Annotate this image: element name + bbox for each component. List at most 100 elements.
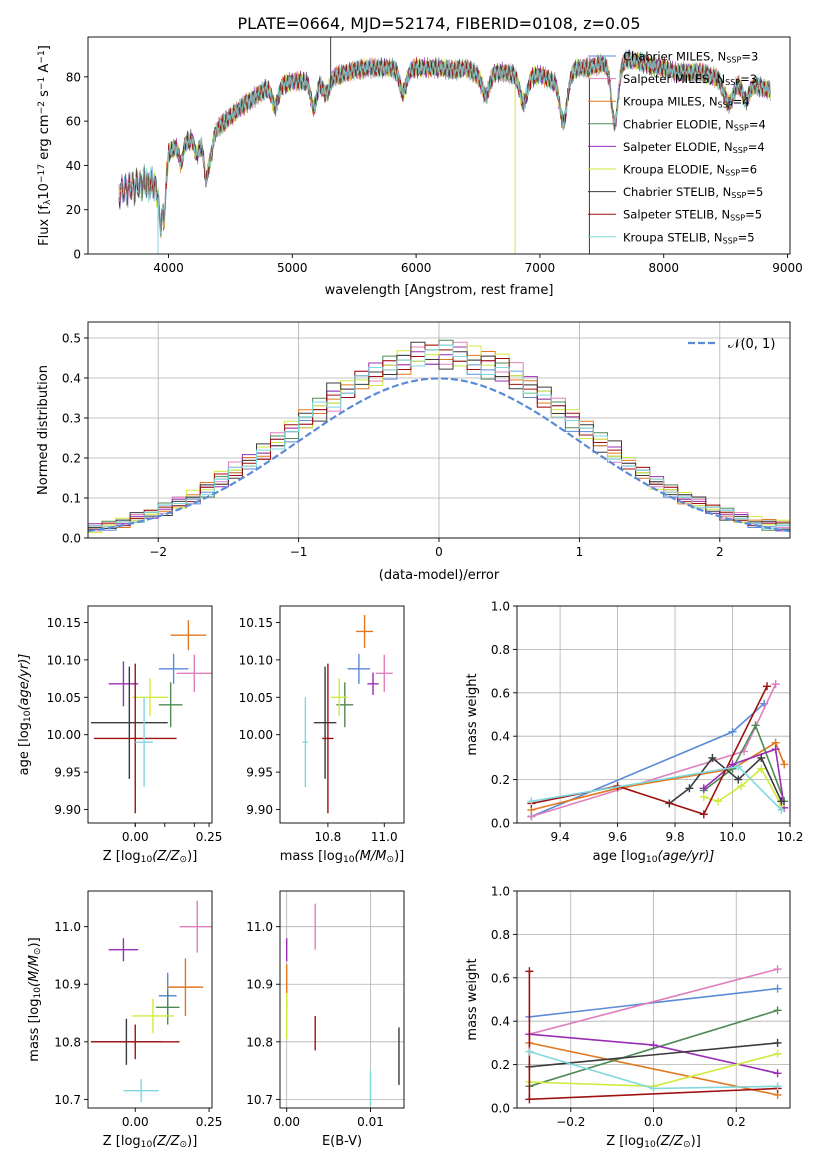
y-tick-label: 80 [66,70,81,84]
weight-marker [649,1084,658,1093]
y-tick-label: 10.05 [47,691,81,705]
label-part: 10 [141,1140,153,1150]
label-part: SSP [725,78,740,87]
label-part: )] [691,1134,701,1149]
weight-marker [773,1049,782,1058]
residuals-y-label: Normed distribution [36,365,51,495]
weight-series [529,1042,778,1068]
weight-marker [714,797,723,806]
weight-marker [751,721,760,730]
label-part: Z [log [606,1134,644,1149]
label-part: Salpeter ELODIE, N [623,140,733,154]
label-part: (age/yr)] [17,654,32,711]
label-part: 10 [141,855,153,865]
x-tick-label: 11.0 [371,830,398,844]
label-part: (Z/Z [152,1134,180,1149]
label-part: )] [27,937,42,947]
y-tick-label: 0.8 [491,928,510,942]
label-part: =4 [748,140,765,154]
normal-curve [88,377,790,533]
weight-marker [763,682,772,691]
weight-marker [757,764,766,773]
legend-entry: Salpeter STELIB, NSSP=5 [623,208,762,223]
weight-vs-Z-axes-y-label: mass weight [465,958,480,1040]
axes-decoration: 10.8 11.0 9.90 9.95 10.00 10.05 10.10 10.15 mass… [239,605,405,865]
weight-vs-age-axes: 9.4 9.6 9.8 10.0 10.2 0.0 0.2 0.4 0.6 0.8 1.0 age [… [465,600,803,866]
label-part: )] [187,1134,197,1149]
label-part: 10 [343,855,355,865]
weight-marker [773,984,782,993]
axes-frame [87,605,213,824]
y-tick-label: 20 [66,203,81,217]
weight-marker [685,784,694,793]
label-part: =4 [749,117,766,131]
x-tick-label: 10.0 [719,830,746,844]
legend-entry: Salpeter MILES, NSSP=3 [623,72,757,87]
plot-area [90,620,212,814]
x-tick-label: 9.6 [608,830,627,844]
label-part: −2 [37,101,47,114]
spectrum-y-label: Flux [fλ10−17 erg cm−2 s−1 A−1] [37,45,53,246]
y-tick-label: 0.8 [491,643,510,657]
age-vs-Z-axes: 0.00 0.25 9.90 9.95 10.00 10.05 10.10 10.15 Z [l… [17,605,222,865]
weight-marker [699,792,708,801]
mass-vs-Z-axes-y-label: mass [log10(M/M⊙)] [27,937,43,1061]
y-tick-label: 10.00 [47,728,81,742]
weight-marker [525,1047,534,1056]
label-part: SSP [723,236,738,245]
axes-decoration: 0.00 0.25 9.90 9.95 10.00 10.05 10.10 10.15 Z [l… [17,605,222,865]
label-part: ⊙ [180,1140,188,1150]
weight-marker [773,1006,782,1015]
label-part: s [37,90,52,101]
weight-marker [777,805,786,814]
weight-marker [525,1095,534,1104]
y-tick-label: 10.7 [246,1093,273,1107]
y-tick-label: 11.0 [54,920,81,934]
x-tick-label: 0 [435,545,443,559]
y-tick-label: 10.10 [239,653,273,667]
grid [280,891,404,1108]
y-tick-label: 9.95 [54,766,81,780]
label-part: )] [394,849,404,864]
label-part: SSP [726,56,741,65]
weight-marker [773,965,782,974]
weight-series [529,987,778,1018]
label-part: λ [43,199,53,205]
mass-vs-Z-axes-x-label: Z [log10(Z/Z⊙)] [103,1134,198,1150]
plot-area [525,965,782,1104]
y-tick-label: 0.4 [62,372,81,386]
weight-marker [771,680,780,689]
plot-area [90,900,212,1103]
label-part: (M/M [355,849,387,864]
weight-marker [525,967,534,976]
weight-marker [771,745,780,754]
label-part: 10 [23,710,33,722]
label-part: Chabrier MILES, N [623,50,726,64]
x-tick-label: 4000 [153,261,184,275]
weight-series [703,723,786,802]
age-vs-mass-axes: 10.8 11.0 9.90 9.95 10.00 10.05 10.10 10.15 mass… [239,605,405,865]
weight-marker [734,762,743,771]
label-part: −1 [37,77,47,90]
y-tick-label: 9.95 [246,766,273,780]
weight-series [531,765,782,811]
age-vs-mass-axes-x-label: mass [log10(M/M⊙)] [280,849,404,865]
legend-entry: Kroupa MILES, NSSP=4 [623,95,750,110]
x-tick-label: 0.25 [196,1115,223,1129]
y-tick-label: 10.00 [239,728,273,742]
x-tick-label: 8000 [648,261,679,275]
x-tick-label: −1 [290,545,308,559]
label-part: SSP [734,123,749,132]
axes-decoration: −2 −1 0 1 2 0.0 0.1 0.2 0.3 0.4 0.5 𝒩(0, 1) (data-mo… [36,321,791,583]
x-tick-label: 0.00 [122,830,149,844]
label-part: 10 [646,855,658,865]
x-tick-label: 10.2 [777,830,804,844]
y-tick-label: 0.2 [62,452,81,466]
x-tick-label: 0.2 [727,1115,746,1129]
y-tick-label: 10.7 [54,1093,81,1107]
y-tick-label: 0.5 [62,332,81,346]
legend-entry: Kroupa ELODIE, NSSP=6 [623,163,757,178]
label-part: −1 [37,50,47,63]
label-part: (Z/Z [152,849,180,864]
